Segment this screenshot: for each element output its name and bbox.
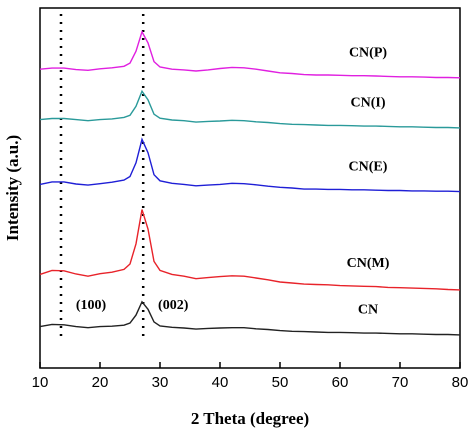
data-line	[39, 89, 461, 129]
data-line	[39, 137, 461, 193]
x-tick-label: 30	[152, 374, 169, 391]
x-tick-label: 20	[92, 374, 109, 391]
data-line	[39, 209, 461, 291]
x-tick-label: 60	[332, 374, 349, 391]
series-label: CN(P)	[349, 46, 387, 61]
x-tick-label: 70	[392, 374, 409, 391]
series-label: CN(I)	[351, 96, 386, 111]
peak-label: (002)	[158, 298, 189, 313]
data-line	[39, 30, 461, 79]
x-tick-label: 50	[272, 374, 289, 391]
series-label: CN(E)	[349, 160, 388, 175]
x-tick-label: 40	[212, 374, 229, 391]
x-axis-label: 2 Theta (degree)	[191, 409, 309, 428]
series-label: CN	[358, 303, 378, 318]
x-tick-label: 80	[452, 374, 469, 391]
peak-label: (100)	[76, 298, 107, 313]
x-tick-label: 10	[32, 374, 49, 391]
series-label: CN(M)	[347, 256, 390, 271]
y-axis-label: Intensity (a.u.)	[3, 135, 22, 241]
data-line	[39, 300, 461, 336]
plot-frame	[39, 7, 461, 369]
